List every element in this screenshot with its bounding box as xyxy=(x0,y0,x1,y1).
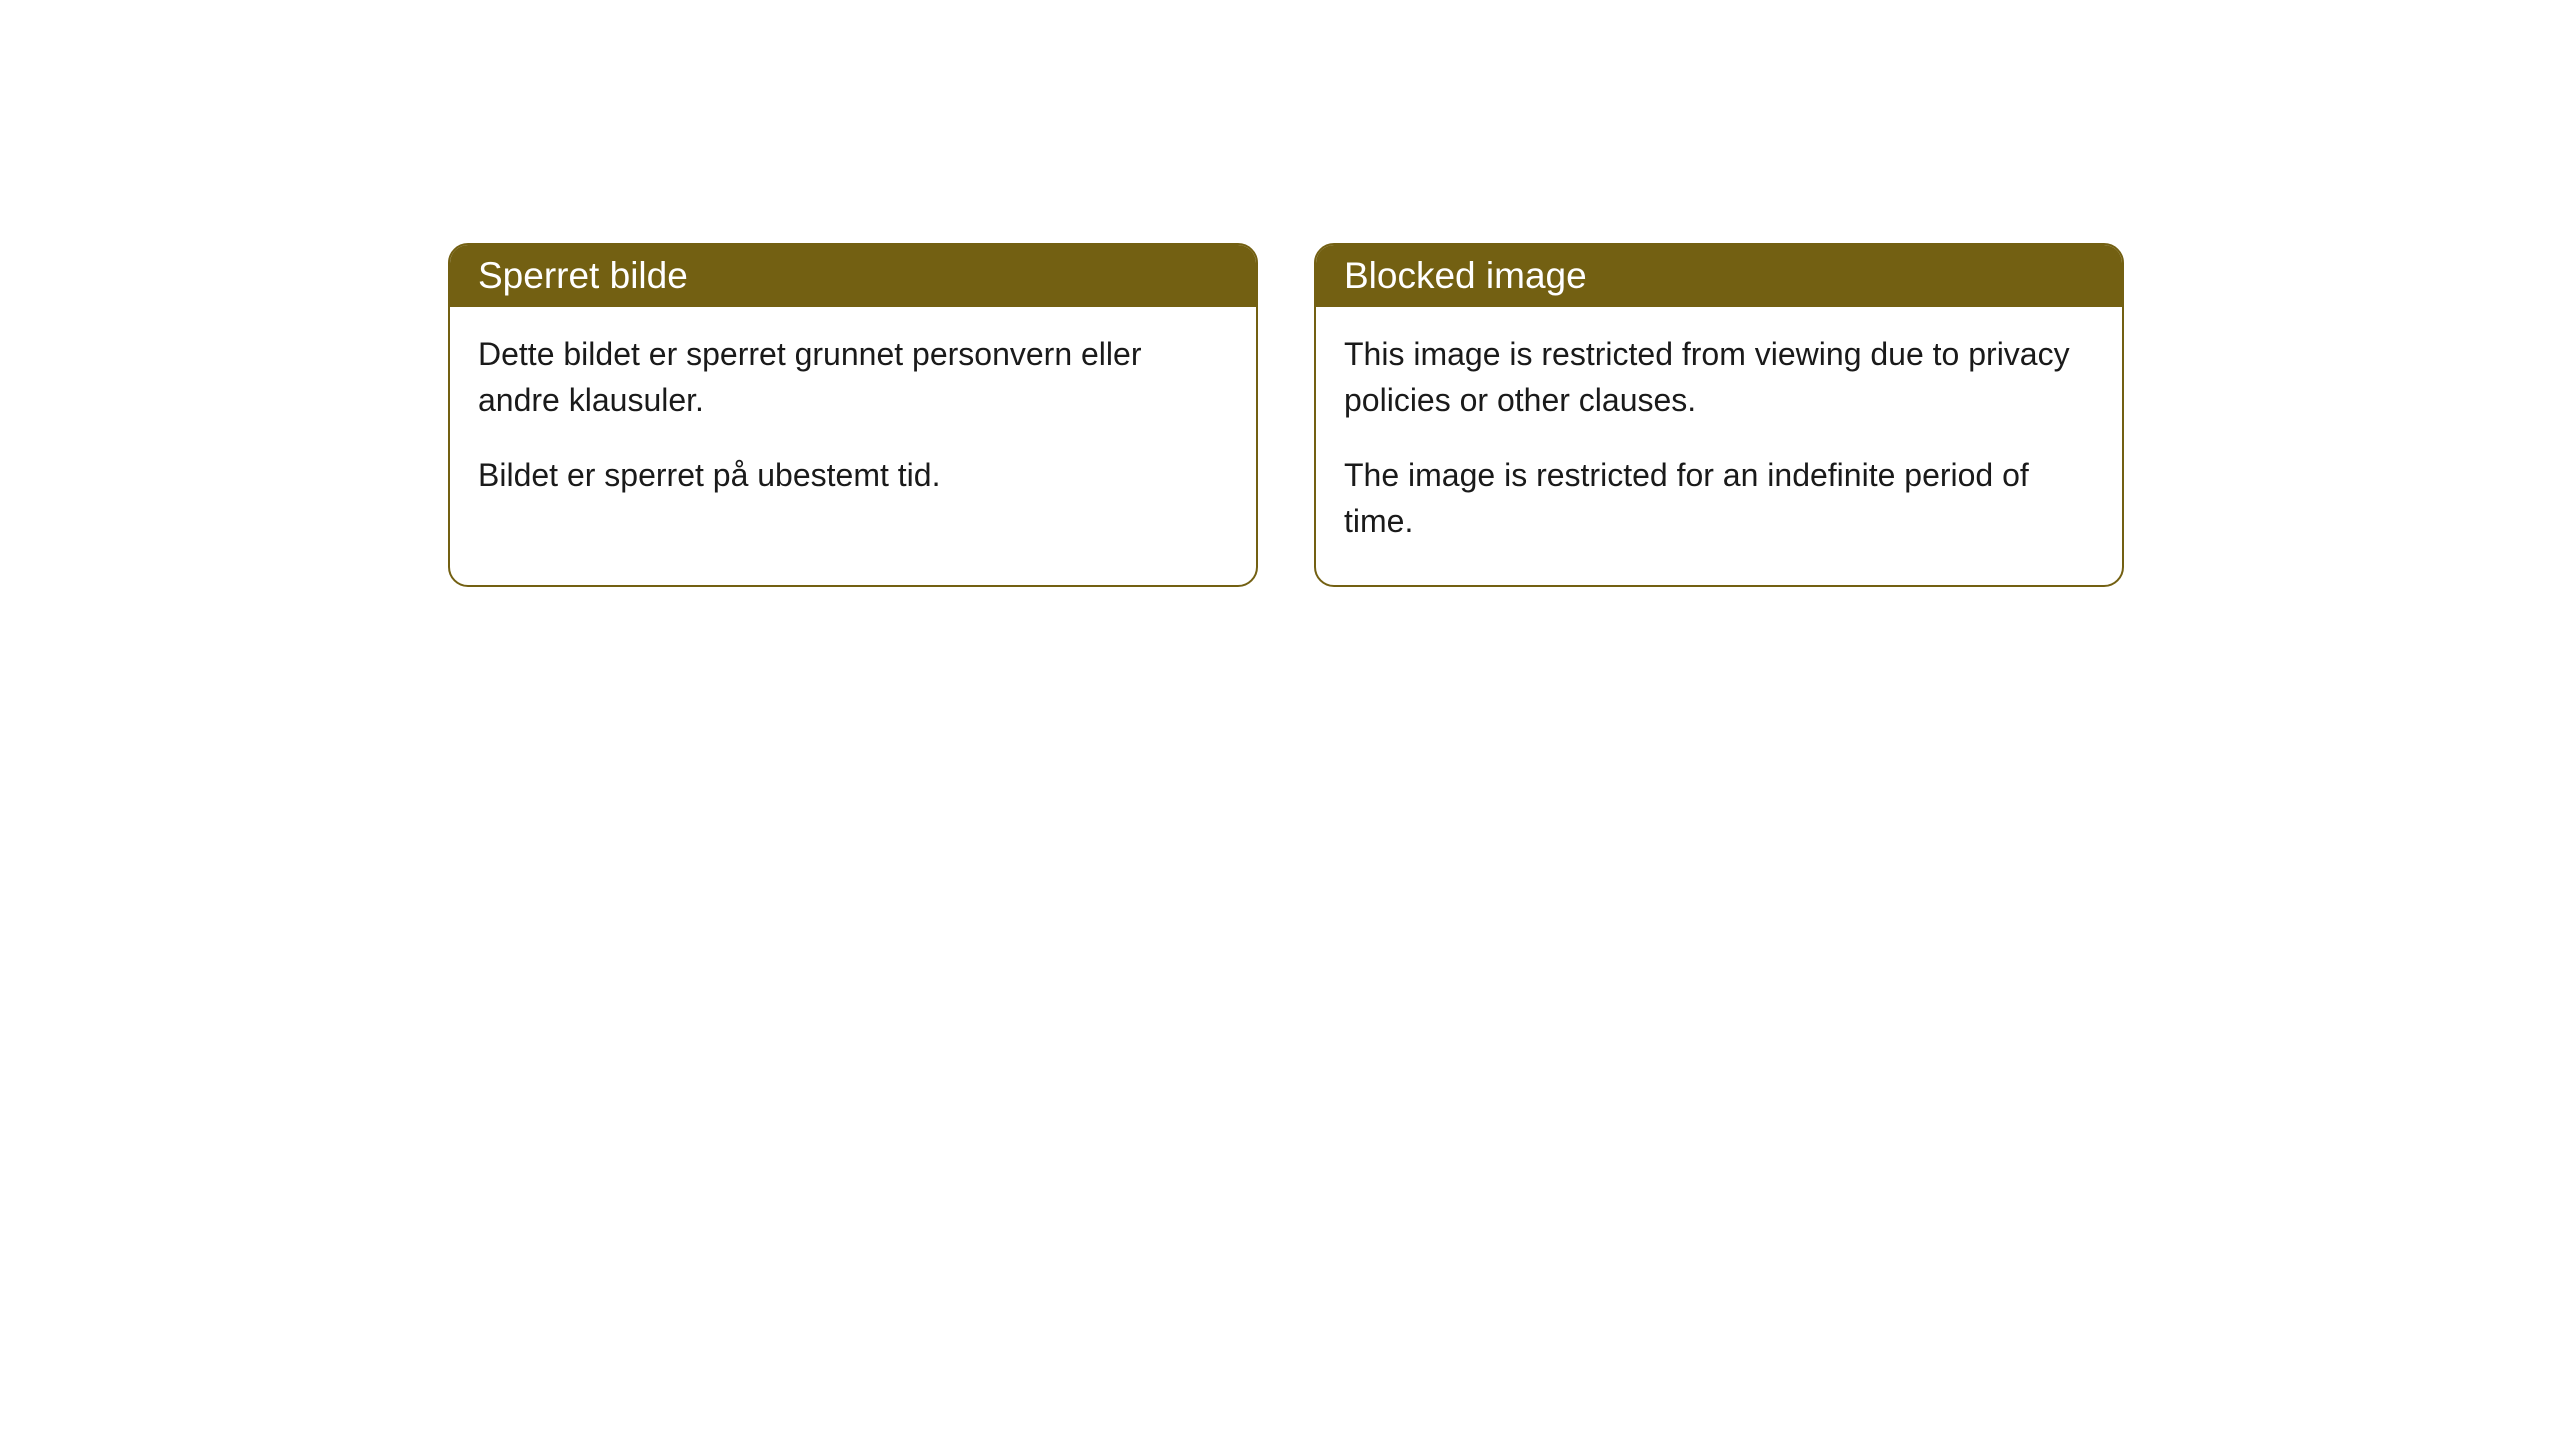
card-paragraph: Bildet er sperret på ubestemt tid. xyxy=(478,452,1228,498)
card-paragraph: The image is restricted for an indefinit… xyxy=(1344,452,2094,545)
card-header: Blocked image xyxy=(1316,245,2122,307)
card-paragraph: Dette bildet er sperret grunnet personve… xyxy=(478,331,1228,424)
notice-cards-container: Sperret bilde Dette bildet er sperret gr… xyxy=(448,243,2124,587)
card-body: Dette bildet er sperret grunnet personve… xyxy=(450,307,1256,538)
card-paragraph: This image is restricted from viewing du… xyxy=(1344,331,2094,424)
card-body: This image is restricted from viewing du… xyxy=(1316,307,2122,585)
card-title: Blocked image xyxy=(1344,255,1587,296)
card-header: Sperret bilde xyxy=(450,245,1256,307)
card-title: Sperret bilde xyxy=(478,255,688,296)
notice-card-norwegian: Sperret bilde Dette bildet er sperret gr… xyxy=(448,243,1258,587)
notice-card-english: Blocked image This image is restricted f… xyxy=(1314,243,2124,587)
